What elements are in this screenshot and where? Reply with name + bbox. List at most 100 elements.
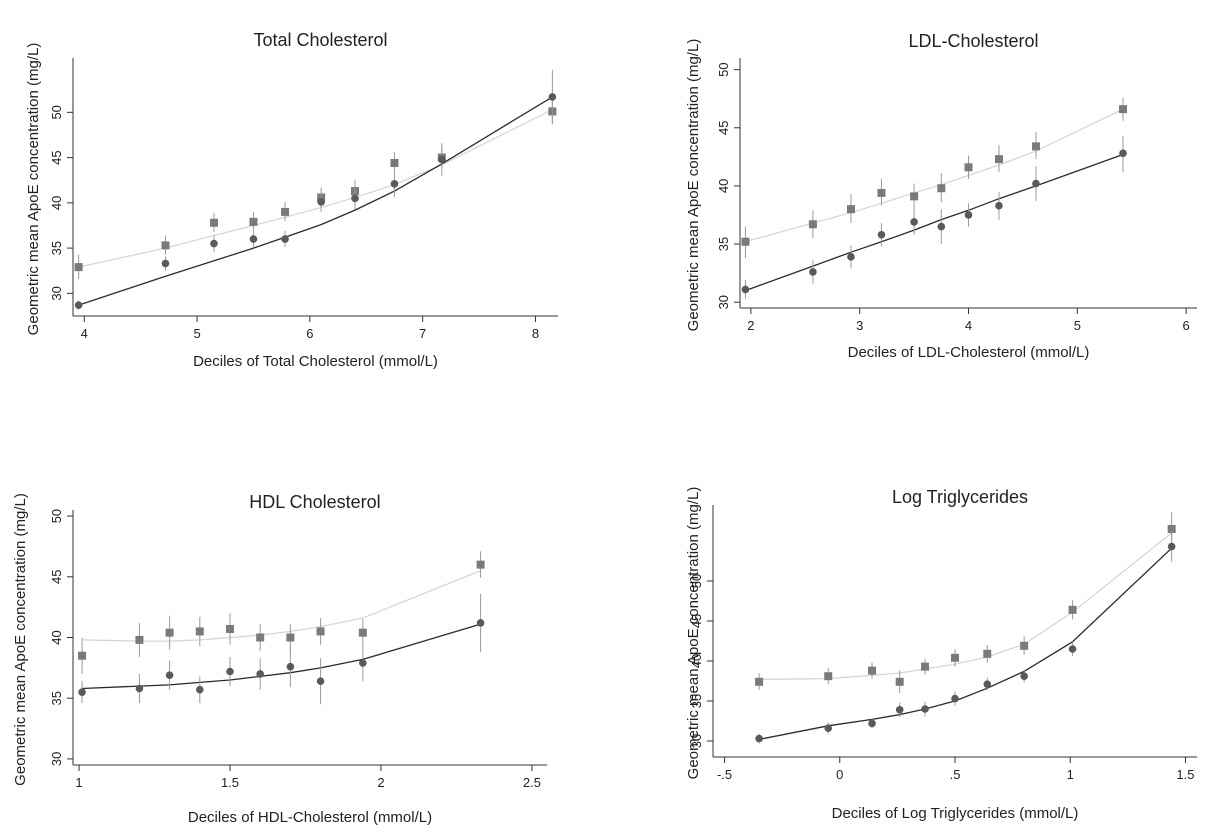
fit-line-square [82, 570, 481, 642]
x-tick-label: 6 [306, 326, 313, 341]
data-point-circle [548, 93, 557, 101]
data-point-circle [1032, 179, 1040, 188]
data-point-square [824, 672, 833, 681]
x-tick-label: 6 [1183, 318, 1190, 333]
data-point-square [755, 677, 764, 686]
data-point-circle [1119, 149, 1127, 158]
data-point-circle [476, 619, 485, 627]
x-axis-label: Deciles of Total Cholesterol (mmol/L) [193, 353, 438, 370]
data-point-square [209, 218, 218, 227]
y-tick-label: 40 [49, 630, 64, 644]
y-tick-label: 45 [716, 121, 731, 135]
y-tick-label: 35 [49, 691, 64, 705]
data-point-circle [1167, 542, 1176, 551]
y-tick-label: 30 [689, 734, 704, 748]
data-point-square [281, 207, 290, 216]
data-point-square [741, 237, 750, 246]
x-tick-label: 5 [1074, 318, 1081, 333]
chart-panel-4: -.5 0 .5 1 1.5 30 35 40 45 50 Log Triglycerides Dec… [685, 487, 1197, 822]
x-tick-label: 8 [532, 326, 539, 341]
data-point-circle [196, 685, 204, 694]
data-point-square [983, 649, 992, 658]
data-point-square [74, 263, 83, 272]
y-tick-label: 50 [689, 574, 704, 588]
data-point-circle [995, 201, 1003, 210]
data-point-circle [877, 230, 886, 239]
y-axis-label: Geometric mean ApoE concentration (mg/L) [12, 493, 29, 786]
data-point-circle [1068, 645, 1077, 653]
x-tick-label: 3 [856, 318, 863, 333]
data-point-circle [847, 253, 855, 261]
data-point-circle [226, 667, 234, 676]
data-point-circle [809, 268, 817, 276]
chart-title: HDL Cholesterol [249, 492, 380, 512]
data-point-circle [868, 719, 876, 728]
x-tick-label: -.5 [717, 767, 732, 782]
data-point-circle [964, 211, 973, 219]
data-point-circle [741, 285, 750, 294]
data-point-circle [135, 684, 144, 693]
x-tick-label: 1.5 [1176, 767, 1194, 782]
data-point-square [358, 628, 367, 637]
data-point-square [161, 241, 170, 250]
x-tick-label: 1 [1067, 767, 1074, 782]
data-point-square [1068, 605, 1077, 614]
x-axis-label: Deciles of Log Triglycerides (mmol/L) [832, 805, 1079, 822]
chart-panel-3: 1 1.5 2 2.5 30 35 40 45 50 HDL Cholesterol Deciles… [12, 492, 547, 826]
fit-line-square [745, 108, 1124, 243]
data-point-circle [921, 705, 929, 713]
data-point-circle [824, 724, 833, 732]
y-tick-label: 35 [716, 237, 731, 251]
x-tick-label: 2 [747, 318, 754, 333]
y-tick-label: 35 [49, 241, 64, 255]
data-point-square [249, 217, 258, 226]
fit-line-circle [78, 96, 553, 306]
y-tick-label: 30 [716, 295, 731, 309]
x-axis-label: Deciles of LDL-Cholesterol (mmol/L) [848, 344, 1090, 361]
x-tick-label: 7 [419, 326, 426, 341]
data-point-circle [983, 680, 992, 688]
data-point-square [895, 677, 904, 686]
data-point-square [1031, 142, 1040, 151]
fit-line-circle [745, 153, 1124, 292]
data-point-square [390, 159, 399, 168]
y-tick-label: 40 [49, 196, 64, 210]
data-point-circle [937, 222, 946, 231]
data-point-circle [316, 677, 325, 686]
data-point-square [868, 666, 877, 675]
x-tick-label: 2 [377, 775, 384, 790]
y-tick-label: 30 [49, 752, 64, 766]
y-axis-label: Geometric mean ApoE concentration (mg/L) [25, 43, 42, 336]
fit-line-square [759, 532, 1172, 680]
x-tick-label: 4 [965, 318, 972, 333]
chart-title: Total Cholesterol [253, 30, 387, 50]
data-point-square [476, 560, 485, 569]
y-tick-label: 40 [716, 179, 731, 193]
x-tick-label: 1.5 [221, 775, 239, 790]
data-point-square [316, 627, 325, 636]
data-point-circle [438, 155, 446, 164]
x-tick-label: 2.5 [523, 775, 541, 790]
data-point-circle [161, 259, 170, 268]
data-point-square [994, 155, 1003, 164]
data-point-circle [755, 734, 763, 743]
y-axis-label: Geometric mean ApoE concentration (mg/L) [685, 487, 702, 780]
data-point-circle [249, 235, 258, 243]
y-tick-label: 45 [49, 150, 64, 164]
fit-line-circle [82, 623, 481, 690]
data-point-circle [74, 301, 83, 309]
data-point-square [135, 635, 144, 644]
x-tick-label: 0 [836, 767, 843, 782]
data-point-square [921, 662, 930, 671]
data-point-square [78, 651, 87, 660]
data-point-square [165, 628, 174, 637]
data-point-circle [281, 235, 289, 243]
chart-title: Log Triglycerides [892, 487, 1028, 507]
y-tick-label: 40 [689, 654, 704, 668]
y-tick-label: 50 [49, 105, 64, 119]
data-point-square [964, 163, 973, 172]
y-tick-label: 50 [716, 62, 731, 76]
data-point-square [910, 192, 919, 201]
